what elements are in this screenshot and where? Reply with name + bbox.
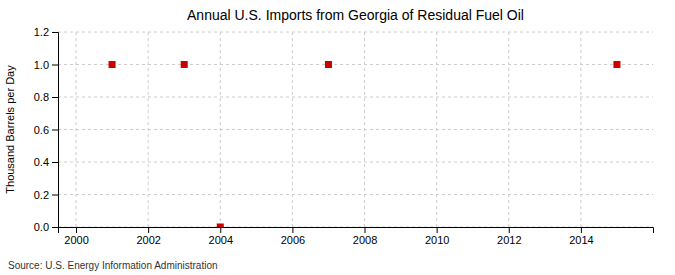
x-tick-label: 2006 <box>281 234 305 246</box>
y-tick-mark <box>52 195 58 196</box>
grid-line <box>58 32 653 33</box>
x-tick: 2002 <box>136 227 160 246</box>
y-tick: 0.6 <box>34 124 58 136</box>
source-note: Source: U.S. Energy Information Administ… <box>8 260 218 271</box>
y-tick-mark <box>52 162 58 163</box>
y-tick-label: 1.0 <box>34 59 49 71</box>
title: Annual U.S. Imports from Georgia of Resi… <box>187 7 524 23</box>
y-tick: 0.8 <box>34 91 58 103</box>
y-axis-line <box>52 33 59 228</box>
x-tick: 2012 <box>497 227 521 246</box>
y-tick-label: 0.0 <box>34 221 49 233</box>
x-tick: 2000 <box>64 227 88 246</box>
y-tick: 0.0 <box>34 221 58 233</box>
y-tick-label: 0.8 <box>34 91 49 103</box>
x-tick-mark <box>365 227 366 233</box>
point <box>181 61 188 68</box>
y-tick: 1.2 <box>34 26 58 38</box>
y-axis-title: Thousand Barrels per Day <box>4 65 16 194</box>
y-tick-label: 0.6 <box>34 124 49 136</box>
grid-line <box>58 64 653 65</box>
y-tick: 1.0 <box>34 59 58 71</box>
x-tick: 2006 <box>281 227 305 246</box>
x-tick-label: 2010 <box>425 234 449 246</box>
x-tick-label: 2008 <box>353 234 377 246</box>
x-tick: 2014 <box>569 227 593 246</box>
y-tick-mark <box>52 130 58 131</box>
y-tick-mark <box>52 227 58 228</box>
y-tick-mark <box>52 65 58 66</box>
point <box>217 224 224 228</box>
grid <box>58 32 653 227</box>
x-tick-label: 2012 <box>497 234 521 246</box>
grid-line <box>58 162 653 163</box>
point <box>109 61 116 68</box>
x-axis-line <box>59 228 654 234</box>
x-tick-mark <box>581 227 582 233</box>
y-tick: 0.4 <box>34 156 58 168</box>
x-axis: 2000 2002 2004 2006 2008 2010 2012 2014 <box>59 227 654 246</box>
x-tick-label: 2004 <box>209 234 233 246</box>
point <box>613 61 620 68</box>
x-tick: 2004 <box>209 227 233 246</box>
y-tick-label: 1.2 <box>34 26 49 38</box>
x-tick-mark <box>509 227 510 233</box>
y-tick: 0.2 <box>34 189 58 201</box>
plot: 200020022004200620082010201220140.00.20.… <box>34 26 654 246</box>
grid-line <box>58 97 653 98</box>
x-tick-mark <box>437 227 438 233</box>
x-tick-label: 2000 <box>64 234 88 246</box>
points <box>109 61 621 227</box>
y-tick-label: 0.2 <box>34 189 49 201</box>
x-tick: 2010 <box>425 227 449 246</box>
point <box>325 61 332 68</box>
chart: 200020022004200620082010201220140.00.20.… <box>0 0 675 275</box>
x-tick-mark <box>292 227 293 233</box>
y-tick-label: 0.4 <box>34 156 49 168</box>
y-tick-mark <box>52 97 58 98</box>
y-tick-mark <box>52 32 58 33</box>
grid-line <box>58 129 653 130</box>
x-tick-mark <box>220 227 221 233</box>
x-tick-mark <box>76 227 77 233</box>
x-tick-mark <box>148 227 149 233</box>
grid-line <box>58 194 653 195</box>
x-tick: 2008 <box>353 227 377 246</box>
x-tick-label: 2002 <box>136 234 160 246</box>
y-axis: 0.0 0.2 0.4 0.6 0.8 1.0 1.2 <box>34 26 59 233</box>
x-tick-label: 2014 <box>569 234 593 246</box>
